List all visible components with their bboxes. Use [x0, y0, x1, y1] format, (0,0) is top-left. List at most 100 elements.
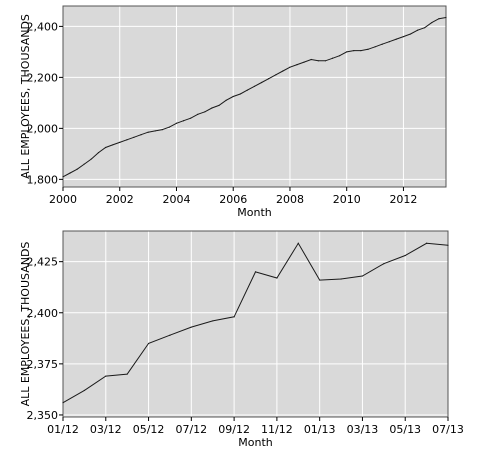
top-data-point: [331, 57, 334, 59]
top-data-point: [232, 95, 234, 98]
top-data-point: [147, 131, 149, 133]
bottom-plot-border: [62, 230, 449, 418]
top-data-point: [282, 70, 284, 72]
top-data-point: [381, 43, 383, 45]
top-data-point: [112, 144, 114, 146]
bottom-ytick-label: 2,425: [27, 256, 59, 269]
top-data-point: [97, 151, 100, 154]
bottom-data-point: [361, 275, 364, 277]
top-data-point: [168, 126, 170, 128]
top-data-point: [310, 58, 312, 61]
top-data-point: [69, 172, 71, 174]
bottom-data-point: [404, 254, 406, 257]
top-data-point: [140, 134, 142, 136]
bottom-y-axis-title: ALL EMPLOYEES, THOUSANDS: [19, 242, 32, 407]
bottom-data-point: [212, 320, 214, 322]
top-data-point: [353, 50, 355, 52]
top-data-point: [119, 141, 121, 143]
top-data-point: [374, 46, 376, 48]
bottom-chart: 01/12 03/12 05/12 07/12 09/12 11/12 01/13 03/13…: [19, 230, 464, 449]
top-data-point: [417, 29, 419, 31]
top-data-point: [126, 139, 128, 141]
top-xtick-label: 2012: [389, 193, 417, 206]
top-data-point: [76, 168, 78, 170]
bottom-data-point: [254, 271, 257, 273]
bottom-data-point: [426, 242, 428, 244]
bottom-ytick-label: 2,375: [27, 358, 59, 371]
top-xtick-label: 2010: [333, 193, 361, 206]
top-data-point: [182, 120, 185, 122]
top-data-point: [225, 99, 227, 101]
top-data-point: [204, 111, 206, 113]
top-data-point: [395, 38, 397, 40]
top-ytick-label: 2,000: [27, 122, 59, 135]
top-ytick-label: 2,400: [27, 20, 59, 33]
top-data-point: [197, 113, 199, 115]
top-data-point: [303, 61, 305, 63]
top-data-point: [339, 55, 341, 57]
top-data-point: [317, 60, 319, 62]
bottom-xtick-label: 09/12: [218, 423, 250, 436]
top-data-point: [367, 48, 369, 50]
top-data-point: [296, 64, 298, 66]
top-data-point: [275, 74, 277, 76]
bottom-xtick-label: 11/12: [261, 423, 293, 436]
top-data-point: [83, 163, 85, 165]
bottom-ytick-label: 2,350: [27, 409, 59, 422]
bottom-plot-area: [63, 231, 448, 417]
top-data-point: [190, 117, 192, 119]
bottom-xtick-label: 03/13: [347, 423, 379, 436]
top-xtick-label: 2008: [276, 193, 304, 206]
top-data-point: [239, 93, 241, 95]
top-xtick-label: 2002: [106, 193, 134, 206]
bottom-ytick-label: 2,400: [27, 307, 59, 320]
bottom-xtick-label: 07/13: [432, 423, 464, 436]
top-data-point: [409, 33, 412, 35]
top-y-axis-title: ALL EMPLOYEES, THOUSANDS: [19, 14, 32, 179]
top-data-point: [90, 158, 92, 160]
top-data-point: [346, 51, 348, 53]
top-data-point: [175, 122, 178, 124]
top-x-axis-title: Month: [237, 206, 272, 219]
top-data-point: [388, 41, 390, 43]
top-data-point: [431, 21, 433, 24]
bottom-data-point: [340, 278, 342, 280]
bottom-data-point: [190, 326, 192, 328]
top-chart: 2000 2002 2004 2006 2008 2010 2012 1,800 2,000 2,…: [19, 5, 447, 219]
top-data-point: [424, 27, 426, 29]
bottom-xtick-label: 05/12: [133, 423, 165, 436]
bottom-data-point: [126, 373, 128, 375]
bottom-data-point: [319, 279, 321, 281]
top-xtick-label: 2006: [219, 193, 247, 206]
top-plot-border: [62, 5, 447, 188]
top-data-point: [62, 176, 64, 178]
top-data-point: [289, 66, 291, 68]
top-data-point: [324, 60, 327, 62]
bottom-data-point: [169, 334, 171, 336]
top-data-point: [154, 130, 156, 132]
top-data-point: [260, 81, 263, 84]
top-data-point: [218, 104, 220, 107]
bottom-x-axis-title: Month: [238, 436, 273, 449]
bottom-data-point: [233, 316, 235, 318]
top-data-point: [445, 16, 447, 19]
bottom-xtick-label: 01/12: [47, 423, 79, 436]
top-data-point: [211, 107, 213, 109]
top-xtick-label: 2004: [162, 193, 190, 206]
bottom-data-point: [105, 375, 107, 377]
top-data-point: [161, 129, 163, 131]
top-xtick-label: 2000: [49, 193, 77, 206]
bottom-data-point: [276, 277, 278, 279]
top-data-point: [104, 146, 107, 149]
bottom-data-point: [297, 242, 299, 244]
top-ytick-label: 1,800: [27, 173, 59, 186]
top-plot-area: [63, 6, 446, 187]
bottom-data-point: [83, 389, 85, 392]
bottom-data-point: [62, 402, 64, 404]
top-ytick-label: 2,200: [27, 71, 59, 84]
top-data-point: [360, 50, 362, 52]
bottom-data-point: [383, 263, 385, 265]
bottom-xtick-label: 01/13: [304, 423, 336, 436]
top-data-point: [246, 89, 249, 91]
